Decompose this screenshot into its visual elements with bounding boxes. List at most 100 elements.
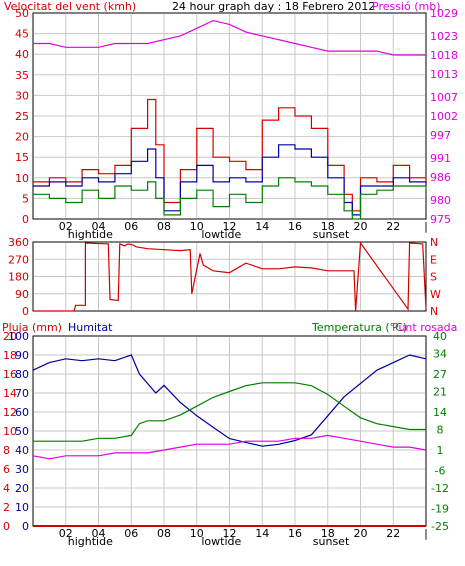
wind-tick-label: 50 [15, 7, 29, 20]
humidity-tick-label: 50 [15, 425, 29, 438]
compass-tick-label: N [430, 305, 438, 318]
wind-x-tick-label: 20 [354, 220, 368, 233]
rain-tick-label: 14 [3, 387, 17, 400]
humidity-tick-label: 30 [15, 463, 29, 476]
wind-tick-label: 40 [15, 48, 29, 61]
wind-x-tick-label: 02 [59, 220, 73, 233]
pressure-tick-label: 1029 [430, 7, 458, 20]
direction-tick-label: 270 [8, 253, 29, 266]
humidity-tick-label: 80 [15, 368, 29, 381]
rain-tick-label: 2 [3, 501, 10, 514]
pressure-tick-label: 986 [430, 171, 451, 184]
pressure-tick-label: 1023 [430, 30, 458, 43]
humidity-tick-label: 100 [8, 330, 29, 343]
pressure-tick-label: 1018 [430, 49, 458, 62]
chart-title: 24 hour graph day : 18 Febrero 2012 [172, 0, 375, 13]
direction-tick-label: 90 [15, 288, 29, 301]
pressure-axis-title: Pressió (mb) [372, 0, 441, 13]
direction-tick-label: 180 [8, 271, 29, 284]
wind-tick-label: 25 [15, 110, 29, 123]
temperature-tick-label: 8 [437, 424, 444, 437]
temperature-tick-label: -25 [431, 520, 449, 533]
humidity-x-tick-label: 04 [92, 527, 106, 540]
compass-tick-label: E [430, 253, 437, 266]
pressure-tick-label: 1007 [430, 91, 458, 104]
pressure-tick-label: 1002 [430, 110, 458, 123]
rain-tick-label: 12 [3, 406, 17, 419]
humidity-x-tick-label: 20 [354, 527, 368, 540]
wind-x-tick-label: 14 [255, 220, 269, 233]
humidity-tick-label: 70 [15, 387, 29, 400]
humidity-x-tick-label: 18 [321, 527, 335, 540]
dewpoint-axis-title: Punt rosada [392, 321, 457, 334]
temperature-tick-label: -19 [431, 502, 449, 515]
wind-tick-label: 20 [15, 131, 29, 144]
rain-tick-label: 8 [3, 444, 10, 457]
temperature-tick-label: -12 [431, 482, 449, 495]
temperature-tick-label: -6 [435, 464, 446, 477]
humidity-tick-label: 20 [15, 482, 29, 495]
humidity-axis-title: Humitat [68, 321, 113, 334]
wind-tick-label: 35 [15, 69, 29, 82]
humidity-x-tick-label: 22 [386, 527, 400, 540]
humidity-x-tick-label: 14 [255, 527, 269, 540]
series-line-humitat [32, 354, 427, 447]
wind-x-tick-label: 04 [92, 220, 106, 233]
rain-tick-label: 10 [3, 425, 17, 438]
rain-tick-label: 20 [3, 330, 17, 343]
wind-x-tick-label: | [424, 220, 428, 233]
pressure-tick-label: 1013 [430, 68, 458, 81]
humidity-x-tick-label: | [424, 527, 428, 540]
humidity-x-annotation: lowtide [201, 535, 241, 548]
wind-x-annotation: lowtide [201, 228, 241, 241]
wind-tick-label: 10 [15, 172, 29, 185]
wind-x-tick-label: 22 [386, 220, 400, 233]
direction-tick-label: 360 [8, 236, 29, 249]
wind-tick-label: 30 [15, 89, 29, 102]
temperature-tick-label: 27 [433, 368, 447, 381]
temperature-axis-title: Temperatura (°C) [311, 321, 407, 334]
wind-axis-title: Velocitat del vent (kmh) [4, 0, 136, 13]
wind-tick-label: 5 [22, 192, 29, 205]
humidity-tick-label: 0 [22, 520, 29, 533]
wind-x-tick-label: 18 [321, 220, 335, 233]
wind-x-annotation: hightide [68, 228, 113, 241]
humidity-tick-label: 40 [15, 444, 29, 457]
rain-tick-label: 6 [3, 463, 10, 476]
series-line-direction [33, 241, 427, 312]
pressure-tick-label: 991 [430, 152, 451, 165]
rain-axis-title: Pluja (mm) [2, 321, 62, 334]
wind-tick-label: 45 [15, 28, 29, 41]
series-line-low [33, 177, 427, 220]
wind-x-annotation: sunset [313, 228, 350, 241]
humidity-x-annotation: hightide [68, 535, 113, 548]
humidity-tick-label: 10 [15, 501, 29, 514]
series-line-average [33, 144, 427, 216]
wind-x-tick-label: 10 [190, 220, 204, 233]
pressure-tick-label: 975 [430, 213, 451, 226]
direction-tick-label: 0 [22, 305, 29, 318]
rain-tick-label: 16 [3, 368, 17, 381]
wind-x-tick-label: 06 [124, 220, 138, 233]
temperature-tick-label: 34 [433, 348, 447, 361]
wind-x-tick-label: 08 [157, 220, 171, 233]
humidity-x-tick-label: 08 [157, 527, 171, 540]
temperature-tick-label: 21 [433, 386, 447, 399]
rain-tick-label: 18 [3, 349, 17, 362]
humidity-x-annotation: sunset [313, 535, 350, 548]
pressure-tick-label: 997 [430, 129, 451, 142]
wind-x-tick-label: 12 [223, 220, 237, 233]
humidity-x-tick-label: 16 [288, 527, 302, 540]
rain-tick-label: 4 [3, 482, 10, 495]
compass-tick-label: N [430, 236, 438, 249]
wind-x-tick-label: 16 [288, 220, 302, 233]
wind-tick-label: 0 [22, 213, 29, 226]
humidity-tick-label: 90 [15, 349, 29, 362]
humidity-x-tick-label: 02 [59, 527, 73, 540]
temperature-tick-label: 1 [437, 444, 444, 457]
humidity-x-tick-label: 10 [190, 527, 204, 540]
pressure-tick-label: 980 [430, 194, 451, 207]
wind-tick-label: 15 [15, 151, 29, 164]
